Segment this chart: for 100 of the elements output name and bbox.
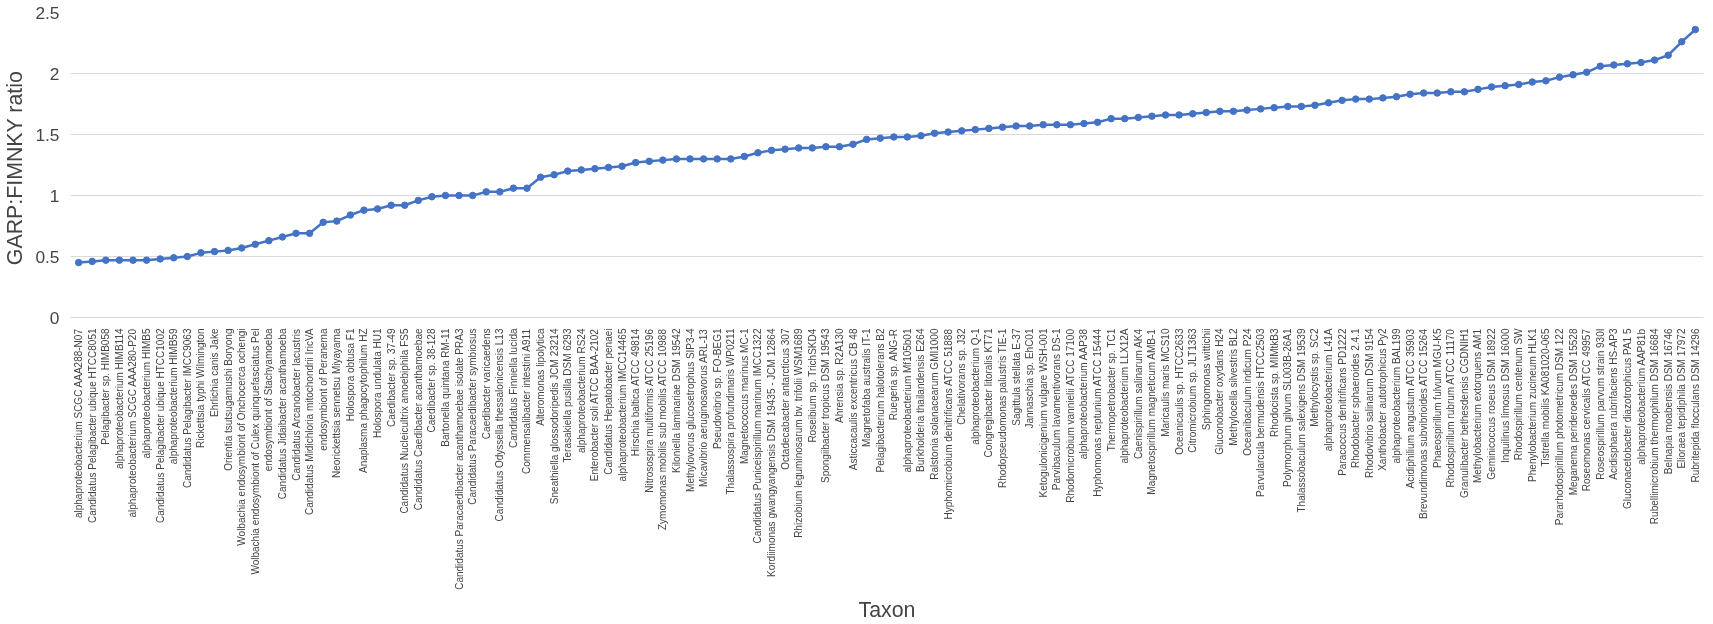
x-tick-label: Candidatus Pelagibacter IMCC9063 bbox=[181, 328, 193, 489]
x-tick-label: Hirschia baltica ATCC 49814 bbox=[630, 328, 642, 457]
x-tick-label: alphaproteobacterium RS24 bbox=[575, 328, 587, 454]
y-axis-title: GARP:FIMNKY ratio bbox=[3, 71, 28, 266]
x-tick-label: Tistrella mobilis KA081020-065 bbox=[1540, 328, 1552, 467]
x-tick-label: Kordiimonas gwangyangensis DSM 19435 - JCM 12864 bbox=[766, 328, 778, 577]
x-tick-label: Rickettsia typhi Wilmington bbox=[195, 328, 207, 448]
x-tick-label: alphaproteobacterium HIMB59 bbox=[168, 328, 180, 465]
x-tick-label: Candidatus Odyssella thessalonicensis L13 bbox=[494, 328, 506, 522]
x-tick-label: Rhodomicrobium vannielii ATCC 17100 bbox=[1064, 328, 1076, 503]
x-tick-label: alphaproteobacterium IMCC14465 bbox=[616, 328, 628, 482]
x-tick-label: Phenylobacterium zucineum HLK1 bbox=[1526, 328, 1538, 482]
x-tick-label: Inquilinus limosus DSM 16000 bbox=[1499, 328, 1511, 464]
x-tick-label: Wolbachia endosymbiont of Onchocerca ochengi bbox=[236, 328, 248, 546]
x-tick-label: Hyphomonas neptunium ATCC 15444 bbox=[1092, 328, 1104, 497]
x-tick-label: Rhodocista sp. MIMtkB3 bbox=[1268, 328, 1280, 437]
x-tick-label: Candidatus Hepatobacter penaei bbox=[602, 328, 614, 475]
x-tick-label: Caedibacter sp. 38-128 bbox=[426, 328, 438, 433]
x-tick-label: Octadecabacter antarcticus 307 bbox=[779, 328, 791, 470]
x-tick-label: Candidatus Puniceispirillum marinum IMCC1322 bbox=[752, 328, 764, 544]
x-tick-label: Zymomonas mobilis sub mobilis ATCC 10988 bbox=[657, 328, 669, 531]
x-tick-label: Candidatus Paracaedibacter symbiosus bbox=[467, 328, 479, 505]
x-tick-label: Holospora undulata HU1 bbox=[372, 328, 384, 439]
x-tick-label: Paracoccus denitrificans PD1222 bbox=[1336, 328, 1348, 476]
x-tick-label: Neorickettsia sennetsu Miyayama bbox=[331, 328, 343, 479]
y-tick-label: 0 bbox=[49, 307, 60, 328]
x-tick-label: Methylovorus glucosetrophus SIP3-4 bbox=[684, 328, 696, 492]
x-tick-label: Rhodobacter sphaeroides 2.4.1 bbox=[1350, 328, 1362, 469]
x-tick-label: alphaproteobacterium AAP81b bbox=[1635, 328, 1647, 465]
x-tick-label: Rubritepida flocculans DSM 14296 bbox=[1689, 328, 1701, 483]
x-tick-label: alphaproteobacterium L41A bbox=[1323, 328, 1335, 452]
x-tick-label: Caedibacter varicaedens bbox=[480, 328, 492, 440]
x-tick-label: Roseomonas cervicalis ATCC 49957 bbox=[1581, 328, 1593, 492]
x-tick-label: Asticcacaulis excentricus CB 48 bbox=[847, 328, 859, 471]
x-tick-label: Roseibium sp. TrichSKD4 bbox=[806, 328, 818, 443]
x-tick-label: Burkholderia thailandensis E264 bbox=[915, 328, 927, 472]
x-tick-label: Thermopetrobacter sp. TC1 bbox=[1105, 328, 1117, 452]
x-tick-label: Parvularcula bermudensis HTCC2503 bbox=[1255, 328, 1267, 497]
x-tick-label: Bartonella quintana RM-11 bbox=[439, 328, 451, 447]
y-tick-label: 1 bbox=[49, 185, 60, 206]
y-tick-label: 2 bbox=[49, 63, 60, 84]
x-tick-label: Magnetofaba australis IT-1 bbox=[861, 328, 873, 447]
x-tick-label: Enterobacter soli ATCC BAA-2102 bbox=[589, 328, 601, 482]
x-tick-label: Terasakiella pusilla DSM 6293 bbox=[562, 328, 574, 463]
x-tick-label: Gluconobacter oxydans H24 bbox=[1214, 328, 1226, 455]
x-tick-label: Candidatus Pelagibacter ubique HTCC8051 bbox=[86, 328, 98, 524]
x-tick-label: alphaproteobacterium HIMB5 bbox=[141, 328, 153, 459]
y-tick-label: 0.5 bbox=[35, 246, 60, 267]
x-tick-label: Pararhodospirillum photometricum DSM 122 bbox=[1553, 328, 1565, 526]
x-tick-label: Ketogulonicigenium vulgare WSH-001 bbox=[1037, 328, 1049, 498]
x-tick-label: Brevundimonas subvibrioides ATCC 15264 bbox=[1418, 328, 1430, 519]
x-tick-label: Chelativorans sp. J32 bbox=[956, 328, 968, 425]
x-tick-label: Methylobacterium extorquens AM1 bbox=[1472, 328, 1484, 484]
x-tick-label: Rhodovibrio salinarum DSM 9154 bbox=[1363, 328, 1375, 479]
x-tick-label: Spongiibacter tropicus DSM 19543 bbox=[820, 328, 832, 484]
x-tick-label: Magnetospirillum magneticum AMB-1 bbox=[1146, 328, 1158, 495]
x-tick-label: Citromicrobium sp. JLT1363 bbox=[1187, 328, 1199, 453]
x-tick-label: Ehrlichia canis Jake bbox=[209, 328, 221, 417]
x-tick-label: Belnapia moabensis DSM 16746 bbox=[1662, 328, 1674, 475]
x-tick-label: Hyphomicrobium denitrificans ATCC 51888 bbox=[942, 328, 954, 520]
x-tick-label: alphaproteobacterium Mf105b01 bbox=[901, 328, 913, 473]
x-tick-label: Magnetococcus marinus MC-1 bbox=[738, 328, 750, 465]
x-tick-label: Candidatus Pelagibacter ubique HTCC1002 bbox=[154, 328, 166, 524]
x-tick-label: Meganema perideroedes DSM 15528 bbox=[1567, 328, 1579, 496]
x-tick-label: Methylocystis sp. SC2 bbox=[1309, 328, 1321, 427]
x-tick-label: Sneathiella glossodoripedis JCM 23214 bbox=[548, 328, 560, 505]
y-tick-label: 1.5 bbox=[35, 124, 60, 145]
x-tick-label: Rubellimicrobium thermophilum DSM 16684 bbox=[1649, 328, 1661, 525]
x-tick-label: Rhodospirillum centenum SW bbox=[1513, 327, 1525, 461]
x-axis-title: Taxon bbox=[858, 597, 916, 622]
x-tick-label: Acidisphaera rubrifaciens HS-AP3 bbox=[1608, 328, 1620, 480]
x-tick-label: Rhizobium leguminosarum bv. trifolii WSM1689 bbox=[793, 328, 805, 538]
x-tick-label: Candidatus Paracaedibacter acanthamoebae isolate PRA3 bbox=[453, 328, 465, 590]
x-tick-label: Rhodopseudomonas palustris TIE-1 bbox=[996, 328, 1008, 489]
x-tick-label: Anaplasma phagocytophilum HZ bbox=[358, 328, 370, 474]
x-tick-label: Candidatus Arcanobacter lacustris bbox=[290, 329, 302, 481]
x-tick-label: Ahrensia sp. R2A130 bbox=[833, 328, 845, 423]
x-tick-label: Kiloniella laminariae DSM 19542 bbox=[670, 328, 682, 474]
x-tick-label: Jannaschia sp. EhC01 bbox=[1024, 328, 1036, 429]
x-tick-label: Sagittula stellata E-37 bbox=[1010, 328, 1022, 426]
x-tick-label: Polymorphum gilvum SL003B-26A1 bbox=[1282, 328, 1294, 487]
x-tick-label: Granulibacter bethesdensis CGDNIH1 bbox=[1458, 328, 1470, 499]
x-tick-label: Elioraea tepidiphila DSM 17972 bbox=[1676, 328, 1688, 469]
x-tick-label: Thalassospira profundimaris WP0211 bbox=[725, 328, 737, 495]
x-tick-label: Candidatus Nucleicultrix amoebiphila FS5 bbox=[399, 328, 411, 514]
x-tick-label: alphaproteobacterium BAL199 bbox=[1390, 328, 1402, 464]
x-tick-label: alphaproteobacterium HIMB114 bbox=[113, 328, 125, 469]
x-tick-label: Candidatus Midichloria mitochondrii IricVA bbox=[304, 328, 316, 516]
x-tick-label: Candidatus Caedibacter acanthamoebae bbox=[412, 328, 424, 511]
x-tick-label: Candidatus Finniella lucida bbox=[507, 328, 519, 449]
y-tick-label: 2.5 bbox=[35, 2, 60, 23]
x-tick-label: Roseospirillum parvum strain 930I bbox=[1594, 328, 1606, 480]
x-tick-label: Maricaulis maris MCS10 bbox=[1160, 328, 1172, 437]
x-tick-label: endosymbiont of Peranema bbox=[317, 328, 329, 451]
x-tick-label: Rhodospirillum rubrum ATCC 11170 bbox=[1445, 328, 1457, 488]
x-tick-label: alphaproteobacterium SCGC AAA280-P20 bbox=[127, 328, 139, 518]
x-tick-label: Micavibrio aeruginosavorus ARL-13 bbox=[698, 328, 710, 487]
x-tick-label: alphaproteobacterium LLX12A bbox=[1119, 328, 1131, 464]
x-tick-label: Geminicoccus roseus DSM 18922 bbox=[1486, 328, 1498, 480]
x-tick-label: Nitrosospira multiformis ATCC 25196 bbox=[643, 328, 655, 493]
